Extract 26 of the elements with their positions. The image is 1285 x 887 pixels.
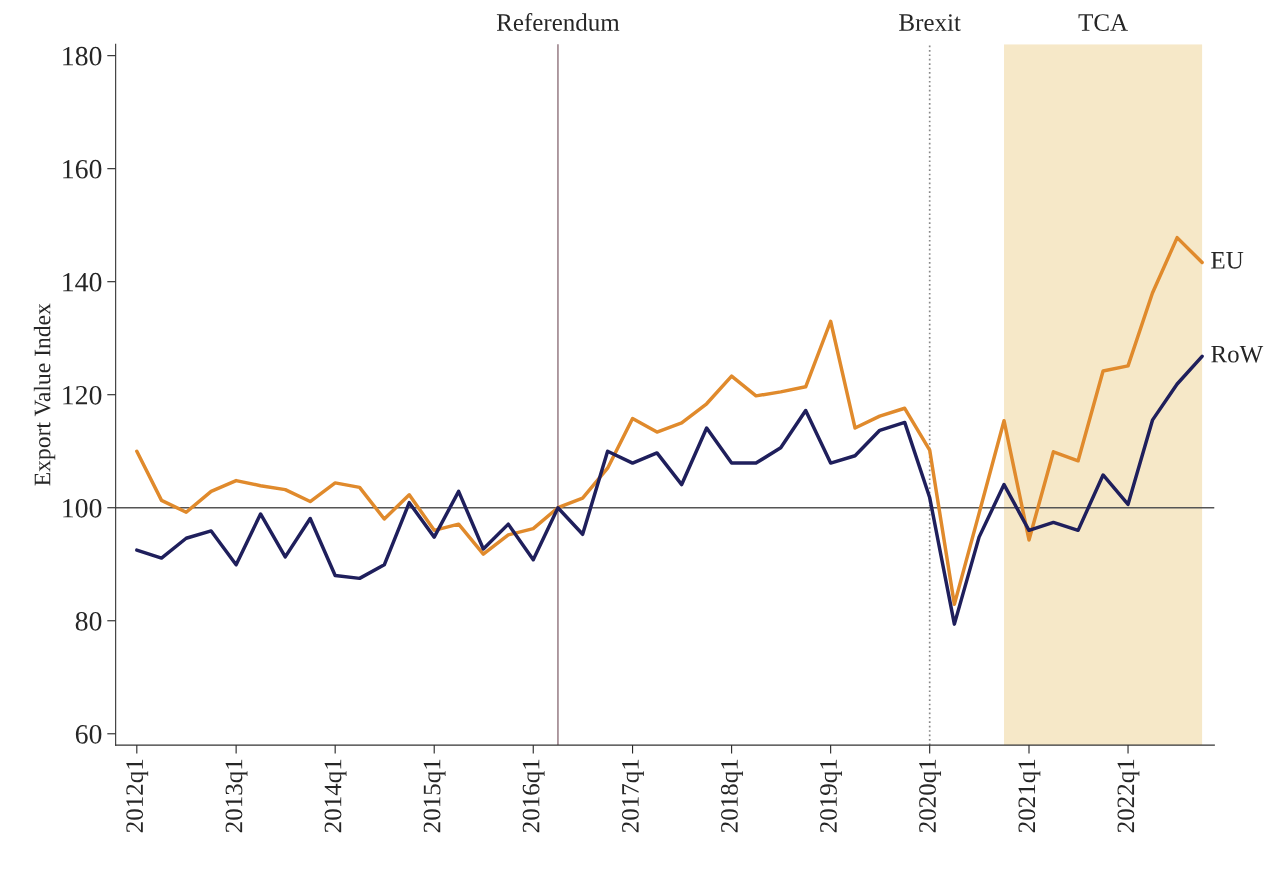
y-tick-label: 100 bbox=[63, 498, 102, 518]
y-tick-label: 80 bbox=[75, 611, 102, 631]
y-tick-label: 60 bbox=[75, 724, 102, 744]
y-axis-title: Export Value Index bbox=[33, 303, 56, 486]
series-label: RoW bbox=[1211, 345, 1264, 363]
x-tick-label: 2012q1 bbox=[126, 759, 149, 833]
x-tick-label: 2018q1 bbox=[720, 759, 743, 833]
x-tick-label: 2021q1 bbox=[1018, 759, 1041, 833]
line-series bbox=[135, 235, 1204, 607]
series-label: EU bbox=[1211, 252, 1244, 269]
ref-line-label: Brexit bbox=[899, 14, 961, 31]
line-series bbox=[135, 354, 1204, 626]
x-tick-label: 2019q1 bbox=[820, 759, 842, 833]
band-label: TCA bbox=[1078, 14, 1128, 31]
x-tick-label: 2017q1 bbox=[621, 759, 644, 833]
y-tick-label: 160 bbox=[63, 159, 102, 179]
y-tick-label: 120 bbox=[63, 385, 102, 405]
x-tick-label: 2014q1 bbox=[324, 759, 347, 833]
x-tick-label: 2016q1 bbox=[522, 759, 545, 833]
ref-line-label: Referendum bbox=[496, 13, 620, 31]
y-tick-label: 180 bbox=[63, 46, 102, 66]
x-tick-label: 2020q1 bbox=[919, 759, 942, 833]
x-tick-label: 2013q1 bbox=[225, 759, 248, 833]
x-tick-label: 2022q1 bbox=[1117, 759, 1140, 833]
y-tick-label: 140 bbox=[63, 272, 102, 292]
x-tick-label: 2015q1 bbox=[423, 759, 446, 833]
